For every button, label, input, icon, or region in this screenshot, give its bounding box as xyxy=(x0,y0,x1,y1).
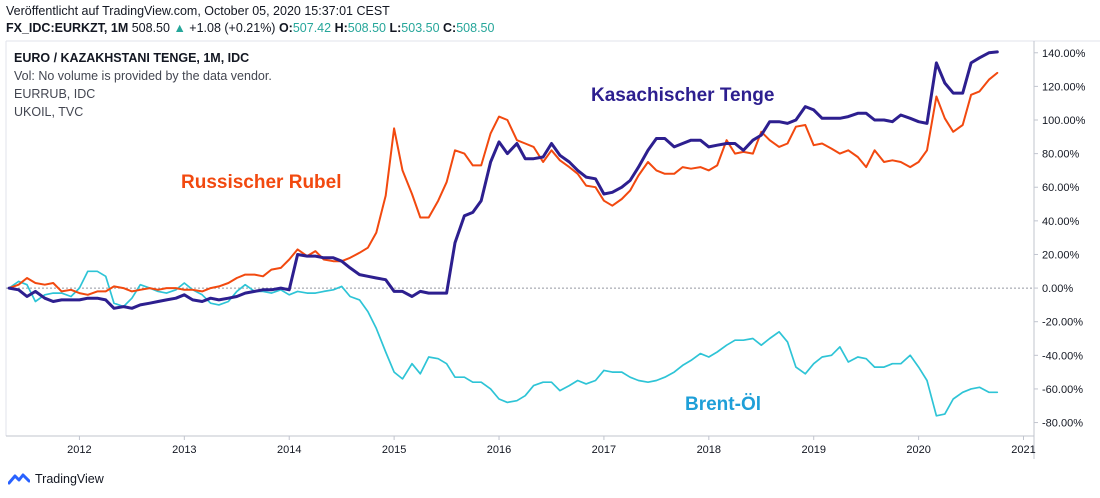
symbol-quote-bar: FX_IDC:EURKZT, 1M 508.50 ▲ +1.08 (+0.21%… xyxy=(6,21,494,35)
y-tick-label: 0.00% xyxy=(1042,283,1073,295)
price-change: +1.08 (+0.21%) xyxy=(189,21,276,35)
x-tick-label: 2020 xyxy=(906,444,930,456)
price-chart[interactable]: 140.00% 120.00% 100.00% 80.00% 60.00% 40.00% 2… xyxy=(0,38,1100,465)
series-layer xyxy=(7,50,999,417)
chart-legend: EURO / KAZAKHSTANI TENGE, 1M, IDC Vol: N… xyxy=(14,51,272,119)
low-value: 503.50 xyxy=(401,21,440,35)
footer-branding[interactable]: TradingView xyxy=(8,471,104,487)
close-value: 508.50 xyxy=(456,21,495,35)
series-line-brent[interactable] xyxy=(8,270,999,417)
change-arrow-icon: ▲ xyxy=(173,21,186,35)
x-tick-label: 2019 xyxy=(801,444,825,456)
y-tick-label: -60.00% xyxy=(1042,384,1083,396)
y-tick-label: 120.00% xyxy=(1042,81,1086,93)
x-tick-label: 2017 xyxy=(592,444,616,456)
open-label: O: xyxy=(278,21,293,35)
published-note: Veröffentlicht auf TradingView.com, Octo… xyxy=(6,4,390,18)
y-tick-label: 40.00% xyxy=(1042,216,1080,228)
y-tick-label: 80.00% xyxy=(1042,149,1080,161)
y-tick-label: 60.00% xyxy=(1042,182,1080,194)
legend-compare-eurrub[interactable]: EURRUB, IDC xyxy=(14,87,95,101)
series-line-tenge[interactable] xyxy=(7,50,999,310)
series-line-rubel[interactable] xyxy=(8,71,999,296)
y-tick-label: 100.00% xyxy=(1042,115,1086,127)
annotation-rubel: Russischer Rubel xyxy=(181,172,342,193)
annotation-tenge: Kasachischer Tenge xyxy=(591,85,774,106)
x-tick-label: 2021 xyxy=(1011,444,1035,456)
last-price: 508.50 xyxy=(131,21,170,35)
y-tick-label: 20.00% xyxy=(1042,249,1080,261)
high-value: 508.50 xyxy=(347,21,386,35)
open-value: 507.42 xyxy=(292,21,332,35)
legend-title: EURO / KAZAKHSTANI TENGE, 1M, IDC xyxy=(14,51,249,65)
annotation-brent: Brent-Öl xyxy=(685,394,761,415)
x-tick-label: 2016 xyxy=(487,444,511,456)
y-tick-label: -80.00% xyxy=(1042,418,1083,430)
x-tick-label: 2018 xyxy=(697,444,721,456)
y-tick-label: -40.00% xyxy=(1042,350,1083,362)
y-tick-label: -20.00% xyxy=(1042,317,1083,329)
price-axis[interactable]: 140.00% 120.00% 100.00% 80.00% 60.00% 40.00% 2… xyxy=(1034,48,1086,430)
time-axis[interactable]: 2012 2013 2014 2015 2016 2017 2018 2019 2020 2021 xyxy=(67,436,1036,456)
x-tick-label: 2014 xyxy=(277,444,301,456)
legend-volume-note: Vol: No volume is provided by the data v… xyxy=(14,69,272,83)
footer-brand-label: TradingView xyxy=(35,472,104,486)
low-label: L: xyxy=(389,21,402,35)
x-tick-label: 2015 xyxy=(382,444,406,456)
x-tick-label: 2013 xyxy=(172,444,196,456)
close-label: C: xyxy=(443,21,457,35)
high-label: H: xyxy=(334,21,348,35)
tradingview-logo-icon xyxy=(8,473,30,485)
y-tick-label: 140.00% xyxy=(1042,48,1086,60)
legend-compare-ukoil[interactable]: UKOIL, TVC xyxy=(14,105,83,119)
x-tick-label: 2012 xyxy=(67,444,91,456)
symbol-label[interactable]: FX_IDC:EURKZT, 1M xyxy=(6,21,129,35)
